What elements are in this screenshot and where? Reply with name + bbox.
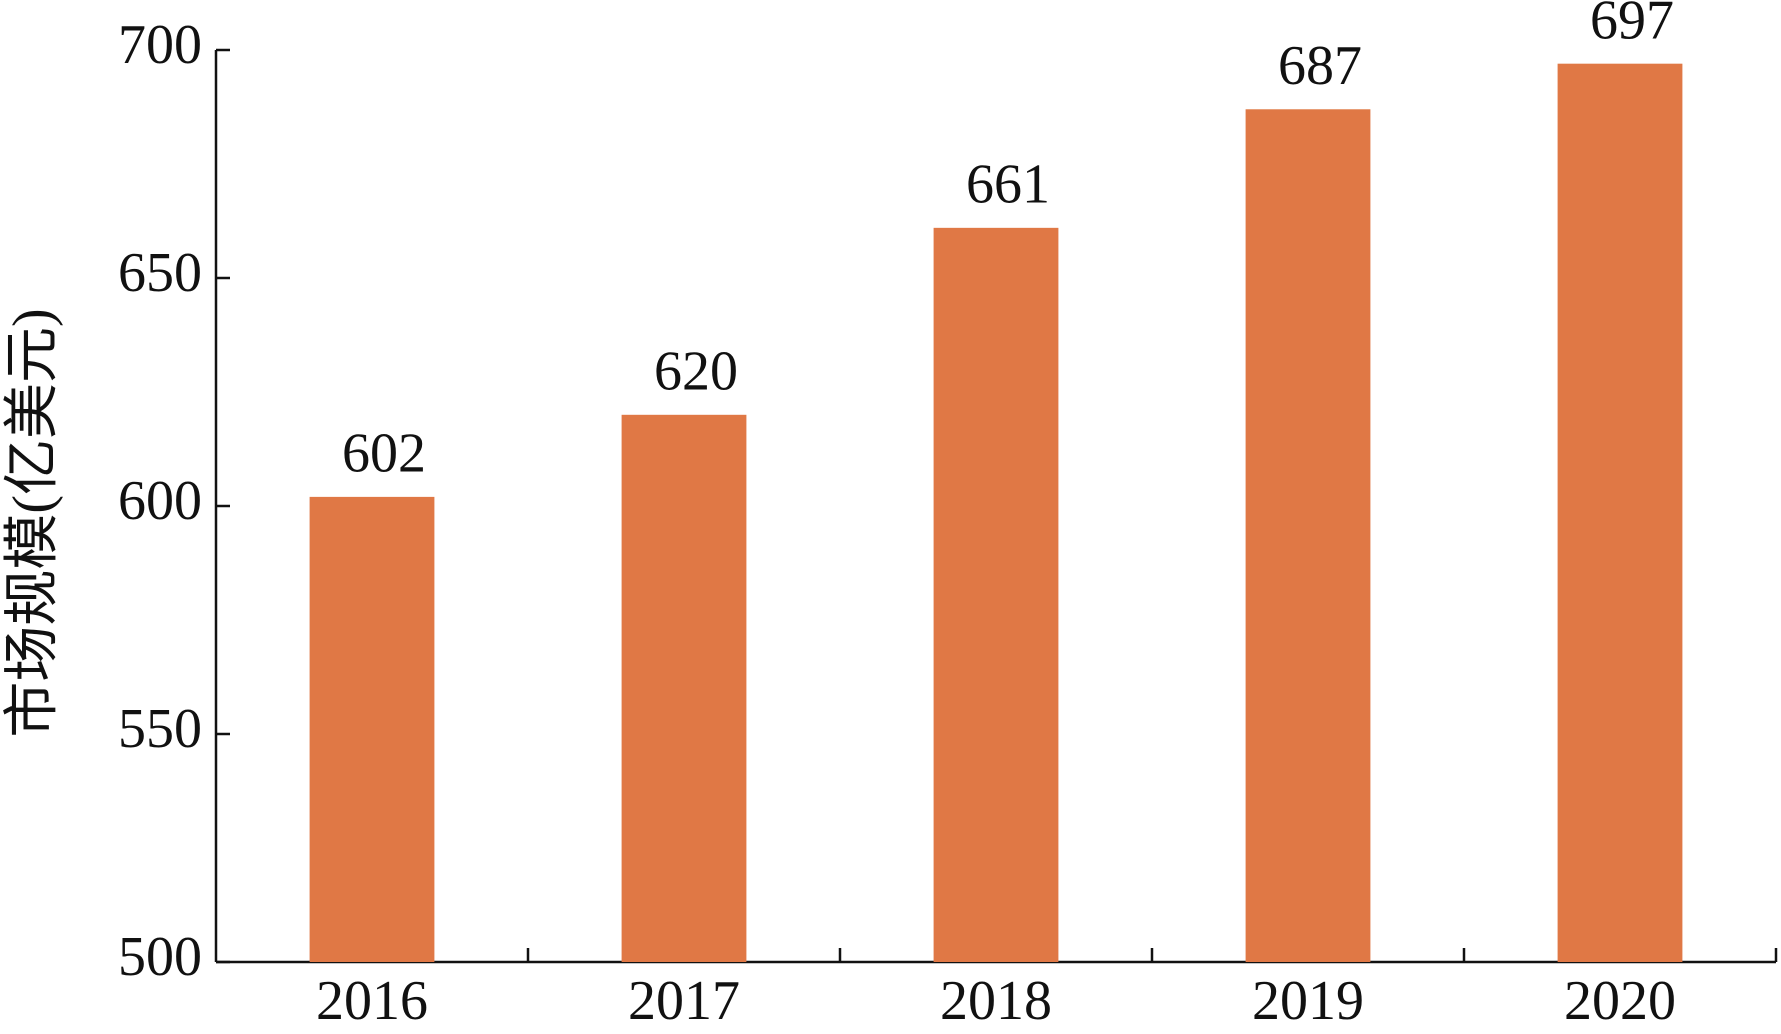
- x-tick-label: 2016: [316, 970, 428, 1032]
- x-tick-label: 2020: [1564, 970, 1676, 1032]
- x-tick-label: 2019: [1252, 970, 1364, 1032]
- data-label: 687: [1278, 35, 1362, 97]
- bar: [1245, 109, 1371, 962]
- x-tick-label: 2018: [940, 970, 1052, 1032]
- bar: [621, 414, 747, 962]
- bar: [1557, 63, 1683, 963]
- y-tick-label: 500: [118, 926, 202, 988]
- data-label: 602: [342, 423, 426, 485]
- y-tick-label: 550: [118, 698, 202, 760]
- y-tick-label: 600: [118, 470, 202, 532]
- data-label: 620: [654, 341, 738, 403]
- data-label: 661: [966, 154, 1050, 216]
- y-tick-label: 700: [118, 14, 202, 76]
- x-tick-label: 2017: [628, 970, 740, 1032]
- y-tick-label: 650: [118, 242, 202, 304]
- bar: [933, 227, 1059, 963]
- data-label: 697: [1590, 0, 1674, 52]
- bar: [309, 496, 435, 962]
- y-axis-label: 市场规模(亿美元): [2, 308, 64, 737]
